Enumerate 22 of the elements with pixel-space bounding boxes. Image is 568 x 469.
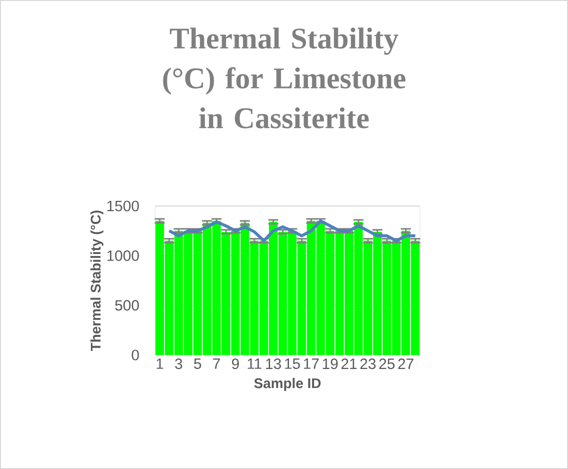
x-tick-label: 1 (156, 358, 164, 369)
x-tick-label: 23 (360, 358, 376, 370)
x-tick-label: 27 (398, 358, 414, 369)
x-tick-label: 21 (341, 358, 357, 369)
x-tick-label: 15 (285, 358, 300, 369)
y-axis-title: Thermal Stability (°C) (90, 210, 104, 351)
y-tick-label: 1500 (107, 200, 139, 212)
x-tick-label: 11 (248, 358, 262, 369)
x-tick-label: 7 (213, 358, 220, 369)
x-tick-label: 5 (194, 358, 202, 369)
y-tick-label: 500 (115, 300, 139, 311)
x-tick-label: 9 (232, 358, 239, 370)
x-axis-title: Sample ID (254, 378, 321, 391)
x-tick-label: 3 (175, 358, 182, 370)
x-tick-label: 25 (379, 358, 395, 370)
y-tick-label: 0 (132, 350, 139, 360)
chart-title: Thermal Stability (°C) for Limestone in Cassiterite (163, 28, 406, 128)
x-tick-label: 17 (304, 358, 319, 369)
x-tick-label: 19 (322, 358, 338, 370)
line-series (168, 219, 417, 242)
x-tick-label: 13 (266, 358, 281, 370)
y-tick-label: 1000 (107, 250, 139, 261)
